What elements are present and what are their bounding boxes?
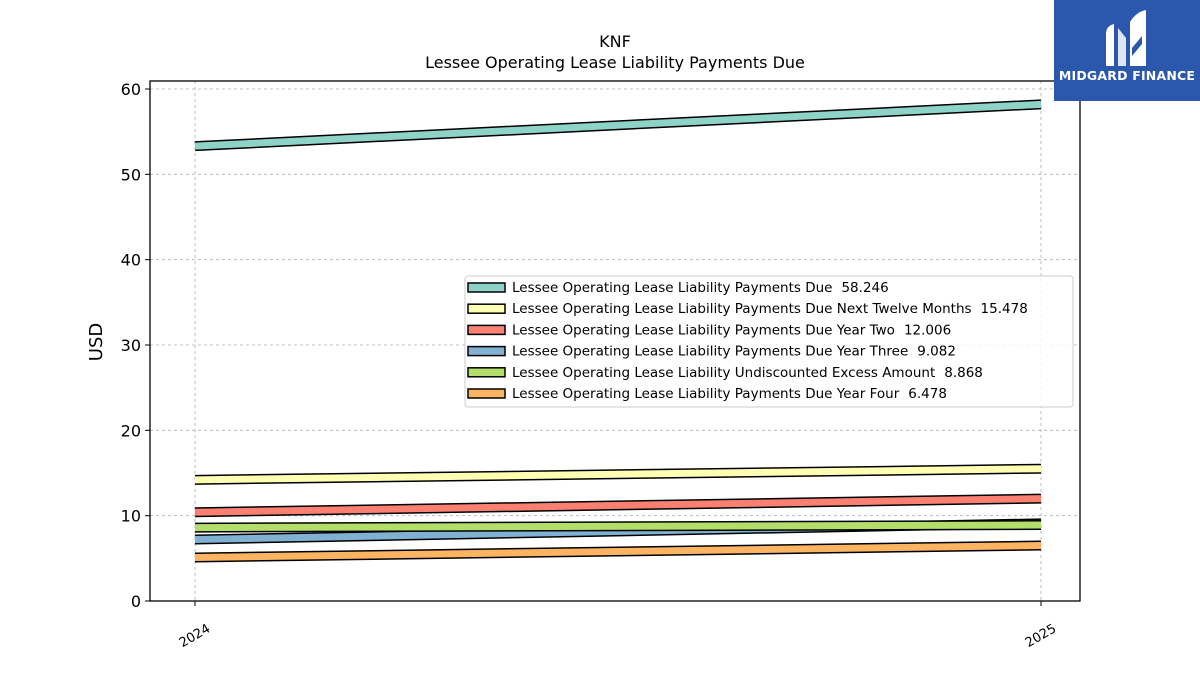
legend-series-name: Lessee Operating Lease Liability Payment…	[512, 386, 900, 402]
y-tick-label: 60	[121, 80, 141, 99]
legend-box	[464, 275, 1074, 408]
legend-item: Lessee Operating Lease Liability Undisco…	[467, 365, 983, 381]
legend-series-value: 58.246	[841, 280, 888, 296]
legend-label: Lessee Operating Lease Liability Payment…	[512, 280, 889, 296]
legend-series-name: Lessee Operating Lease Liability Payment…	[512, 344, 908, 360]
series-line	[194, 99, 1042, 152]
y-tick-label: 30	[121, 336, 141, 355]
legend-item: Lessee Operating Lease Liability Payment…	[467, 386, 947, 402]
legend-series-value: 15.478	[981, 301, 1028, 317]
series-line-fill	[194, 521, 1042, 532]
legend-swatch	[467, 367, 506, 378]
legend-label: Lessee Operating Lease Liability Payment…	[512, 344, 956, 360]
legend-series-name: Lessee Operating Lease Liability Payment…	[512, 322, 895, 338]
logo-mark-icon	[1106, 10, 1146, 66]
legend-item: Lessee Operating Lease Liability Payment…	[467, 344, 956, 360]
midgard-finance-logo: MIDGARD FINANCE	[1054, 0, 1200, 101]
y-tick-label: 50	[121, 165, 141, 184]
legend-label: Lessee Operating Lease Liability Payment…	[512, 301, 1028, 317]
legend: Lessee Operating Lease Liability Payment…	[464, 275, 1074, 408]
legend-swatch	[467, 388, 506, 399]
series-line-fill	[194, 495, 1042, 516]
y-axis: 0 10 20 30 40 50 60	[121, 80, 150, 611]
legend-series-value: 9.082	[917, 344, 956, 360]
y-axis-label: USD	[86, 323, 107, 361]
series-line	[194, 540, 1042, 563]
series-line-fill	[194, 100, 1042, 150]
legend-series-name: Lessee Operating Lease Liability Payment…	[512, 301, 972, 317]
legend-label: Lessee Operating Lease Liability Payment…	[512, 386, 947, 402]
series-line	[194, 493, 1042, 518]
legend-series-value: 6.478	[908, 386, 947, 402]
y-tick-label: 40	[121, 251, 141, 270]
chart-title: KNF	[599, 32, 631, 51]
y-tick-label: 20	[121, 421, 141, 440]
y-tick-label: 0	[131, 592, 141, 611]
legend-series-name: Lessee Operating Lease Liability Payment…	[512, 280, 832, 296]
legend-item: Lessee Operating Lease Liability Payment…	[467, 301, 1028, 317]
chart-subtitle: Lessee Operating Lease Liability Payment…	[425, 53, 805, 72]
legend-label: Lessee Operating Lease Liability Undisco…	[512, 365, 983, 381]
series-line	[194, 463, 1042, 485]
legend-series-name: Lessee Operating Lease Liability Undisco…	[512, 365, 935, 381]
x-tick-label: 2024	[177, 621, 213, 651]
legend-item: Lessee Operating Lease Liability Payment…	[467, 280, 889, 296]
legend-swatch	[467, 282, 506, 293]
legend-swatch	[467, 345, 506, 357]
series-line	[194, 520, 1042, 533]
y-tick-label: 10	[121, 507, 141, 526]
x-axis: 2024 2025	[177, 601, 1059, 651]
series-line-fill	[194, 465, 1042, 484]
series-layer	[194, 99, 1042, 563]
x-tick-label: 2025	[1023, 621, 1059, 651]
logo-text: MIDGARD FINANCE	[1058, 68, 1196, 83]
legend-item: Lessee Operating Lease Liability Payment…	[467, 322, 951, 338]
legend-swatch	[467, 324, 506, 336]
legend-label: Lessee Operating Lease Liability Payment…	[512, 322, 951, 338]
series-line-fill	[194, 542, 1042, 561]
legend-swatch	[467, 303, 506, 314]
plot-frame	[149, 80, 1081, 602]
legend-series-value: 8.868	[944, 365, 983, 381]
legend-series-value: 12.006	[904, 322, 951, 338]
